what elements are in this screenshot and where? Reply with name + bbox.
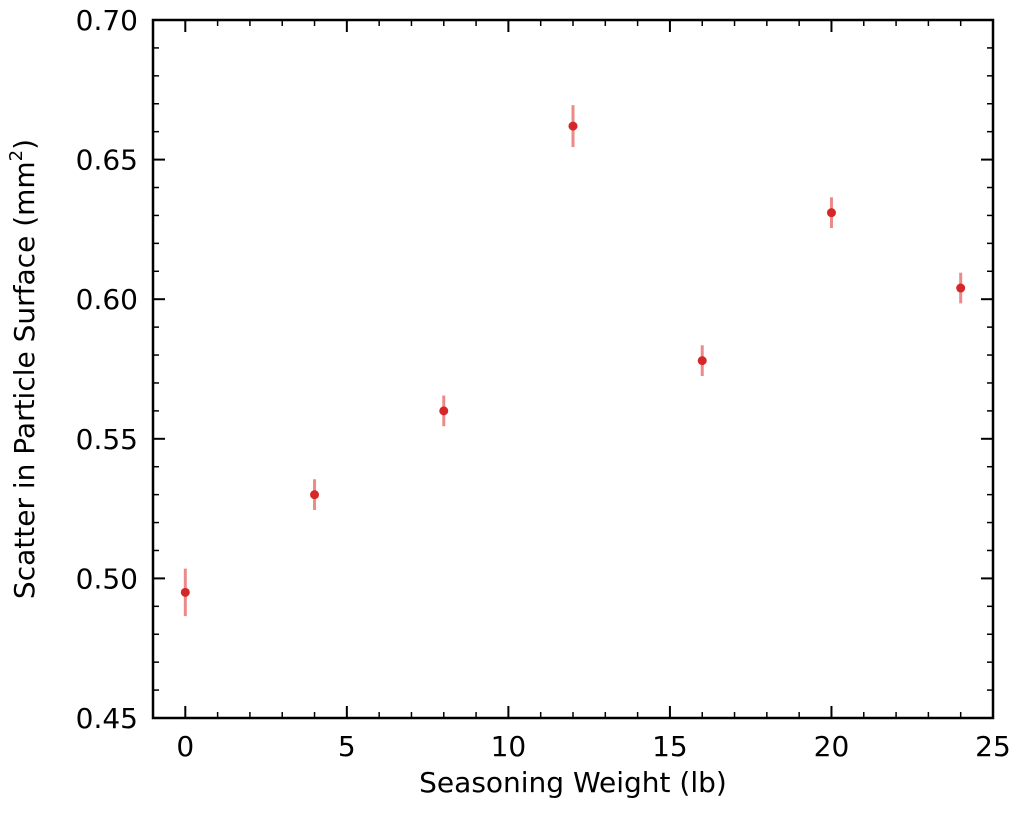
x-tick-labels: 0 5 10 15 20 25: [176, 730, 1010, 763]
y-tick-label: 0.65: [76, 144, 138, 177]
data-point: [568, 121, 578, 131]
y-tick-label: 0.55: [76, 423, 138, 456]
x-tick-label: 10: [491, 730, 527, 763]
x-tick-label: 20: [814, 730, 850, 763]
y-tick-label: 0.60: [76, 283, 138, 316]
x-tick-label: 0: [176, 730, 194, 763]
error-bars: [183, 105, 963, 617]
y-axis-label-close: ): [8, 139, 41, 150]
y-axis-label-superscript: 2: [6, 150, 27, 161]
data-point: [697, 356, 707, 366]
data-point: [826, 208, 836, 218]
y-tick-label: 0.50: [76, 562, 138, 595]
data-point: [310, 490, 320, 500]
x-tick-label: 15: [652, 730, 688, 763]
data-points: [180, 121, 966, 597]
x-axis-label: Seasoning Weight (lb): [419, 766, 727, 799]
plot-frame: [151, 18, 995, 720]
y-tick-labels: 0.45 0.50 0.55 0.60 0.65 0.70: [76, 4, 138, 735]
y-tick-label: 0.70: [76, 4, 138, 37]
data-point: [439, 406, 449, 416]
data-point: [956, 283, 966, 293]
x-tick-label: 5: [338, 730, 356, 763]
data-point: [180, 587, 190, 597]
y-axis-label: Scatter in Particle Surface (mm2): [6, 139, 41, 599]
y-tick-label: 0.45: [76, 702, 138, 735]
x-tick-label: 25: [975, 730, 1011, 763]
